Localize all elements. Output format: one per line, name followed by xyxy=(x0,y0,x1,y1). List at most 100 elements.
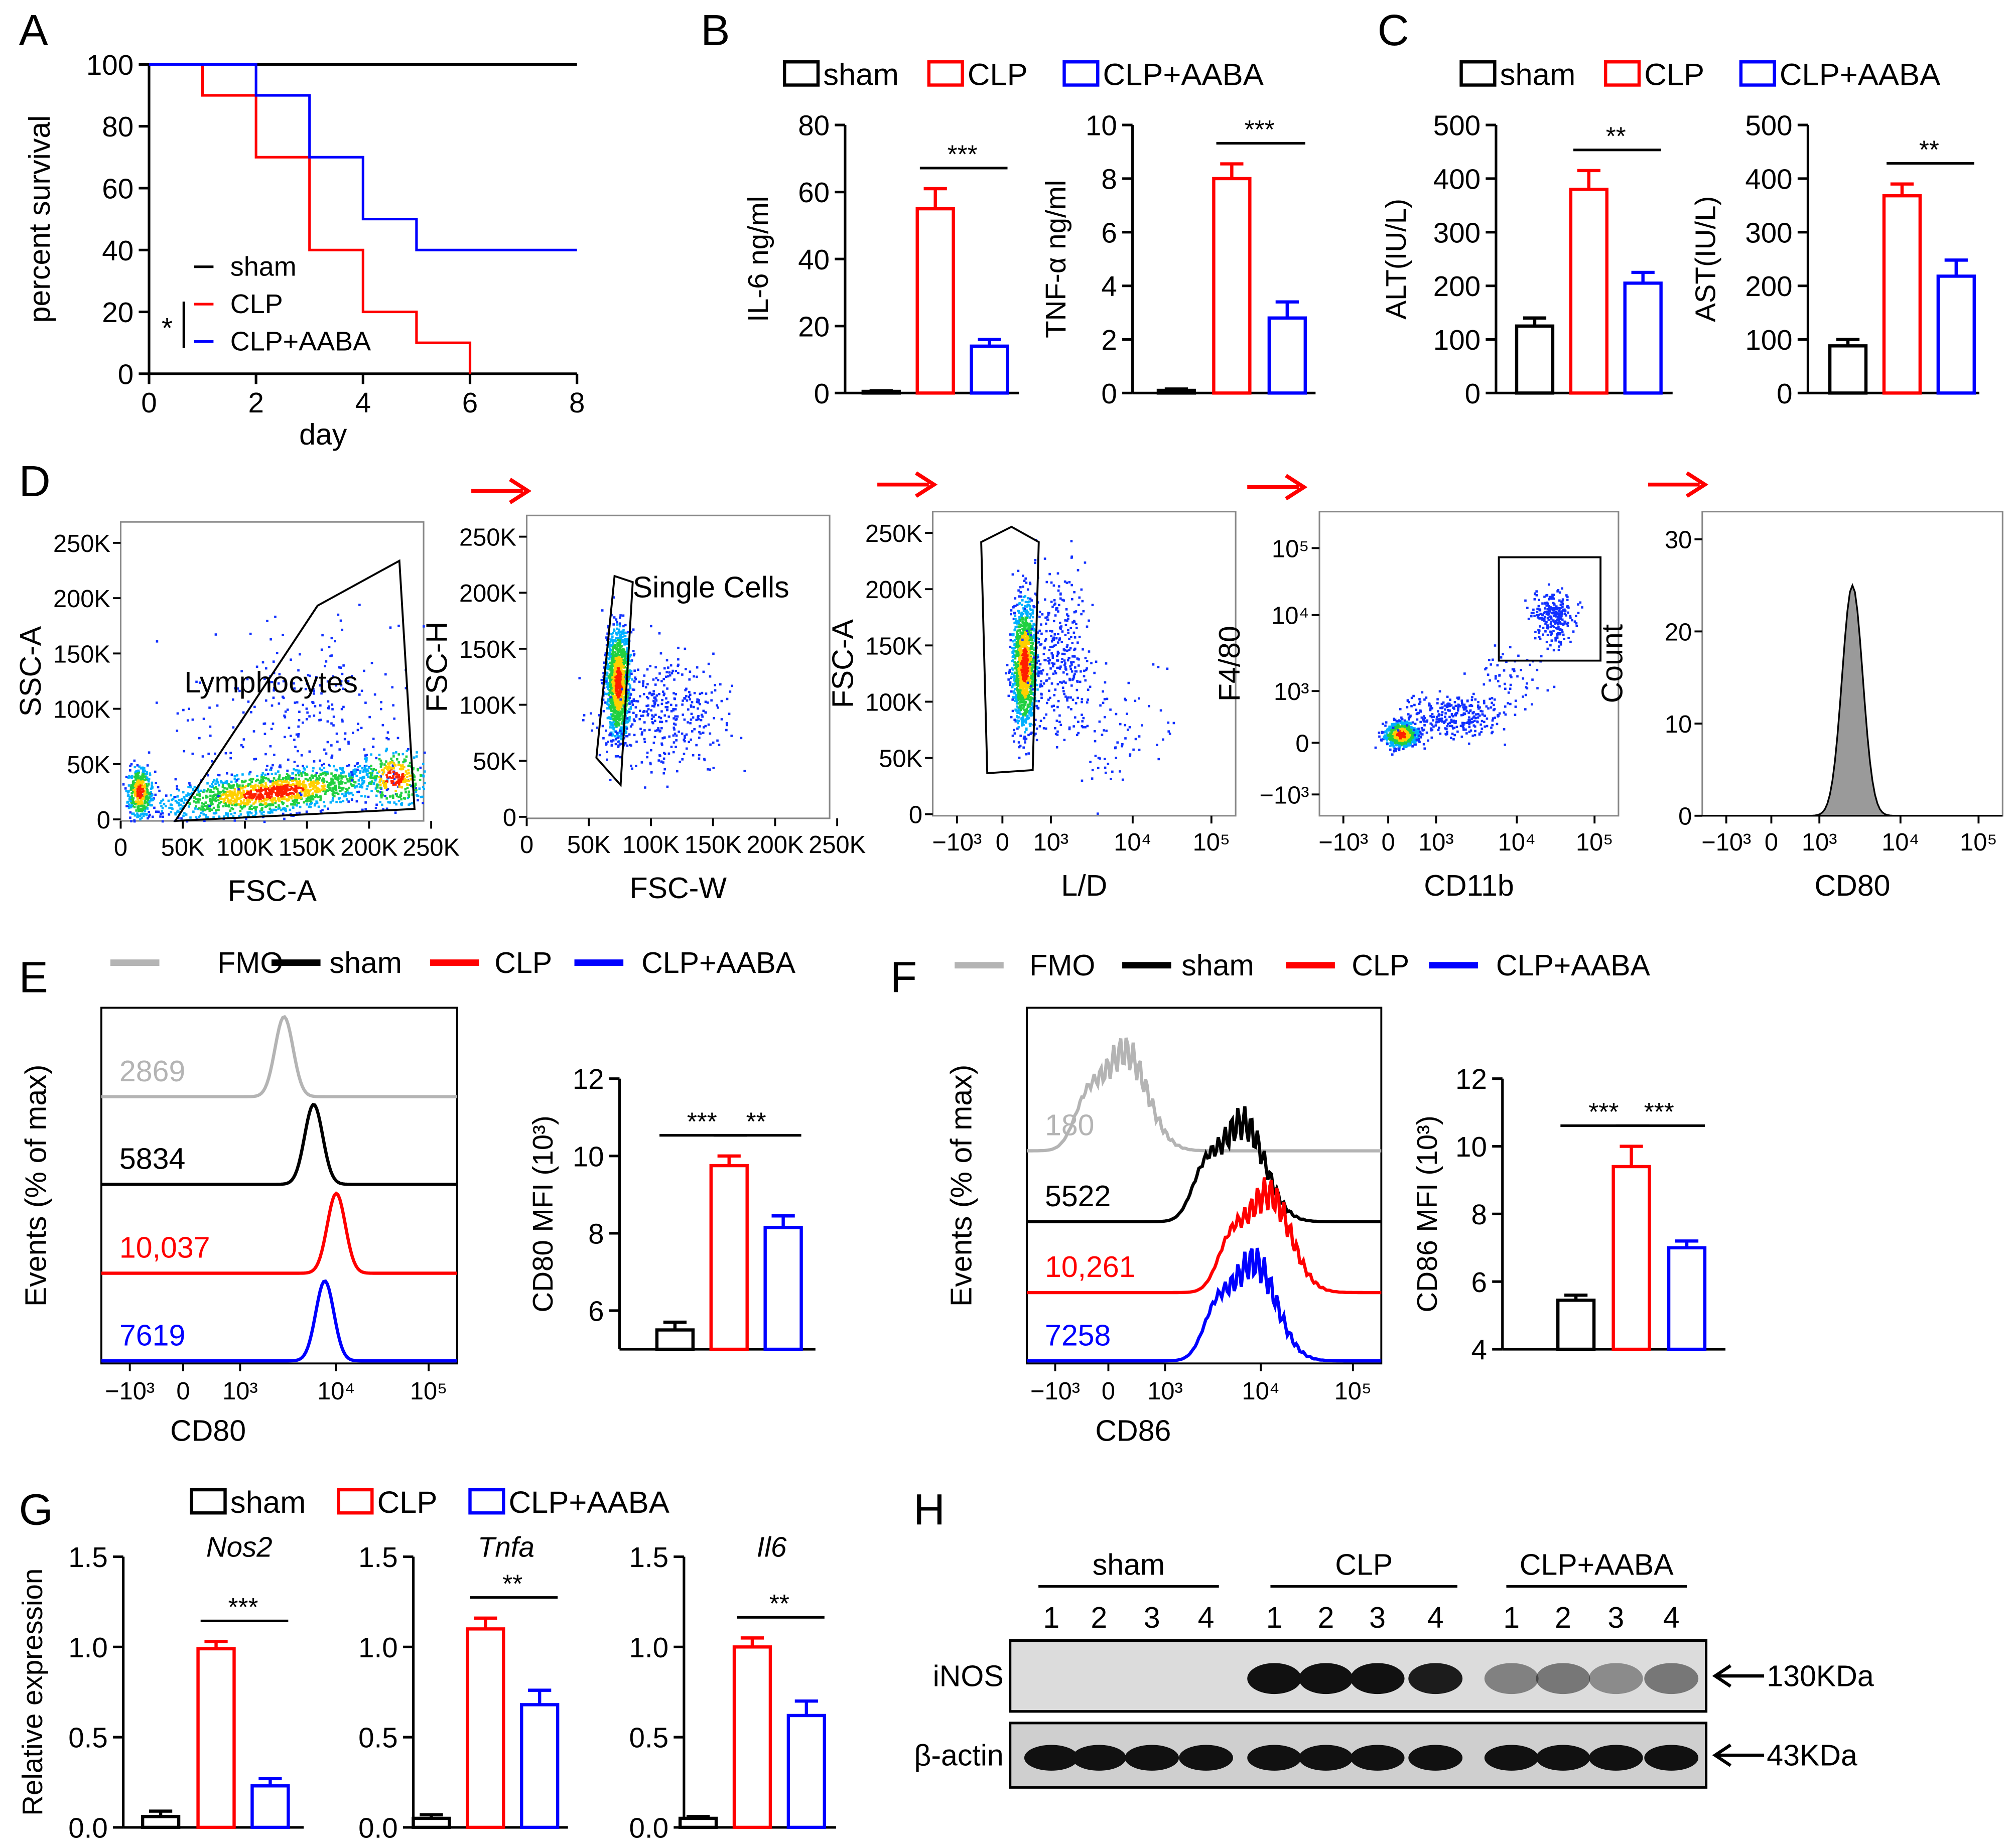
event-dot xyxy=(1027,675,1030,678)
event-dot xyxy=(209,797,211,800)
event-dot xyxy=(198,798,201,801)
event-dot xyxy=(621,719,624,722)
event-dot xyxy=(1024,636,1027,639)
event-dot xyxy=(233,793,236,796)
event-dot xyxy=(296,798,299,801)
event-dot xyxy=(133,806,136,809)
event-dot xyxy=(615,695,618,698)
event-dot xyxy=(349,778,351,781)
y-tick-label: 0 xyxy=(503,804,516,831)
event-dot xyxy=(306,794,309,797)
event-dot xyxy=(191,718,194,721)
event-dot xyxy=(620,717,623,720)
event-dot xyxy=(621,678,624,681)
event-dot xyxy=(622,631,625,634)
event-dot xyxy=(151,793,154,796)
y-tick-label: 100 xyxy=(1745,324,1792,356)
event-dot xyxy=(244,779,247,782)
event-dot xyxy=(299,792,301,795)
event-dot xyxy=(1007,678,1010,681)
event-dot xyxy=(319,810,322,812)
event-dot xyxy=(399,794,402,797)
event-dot xyxy=(293,788,296,791)
event-dot xyxy=(265,768,268,771)
event-dot xyxy=(136,812,139,815)
x-tick-label: 0 xyxy=(996,829,1009,856)
event-dot xyxy=(192,810,195,813)
event-dot xyxy=(202,803,205,806)
event-dot xyxy=(631,701,633,704)
event-dot xyxy=(149,772,152,775)
event-dot xyxy=(615,680,618,682)
event-dot xyxy=(283,792,285,795)
event-dot xyxy=(266,798,269,801)
event-dot xyxy=(1012,606,1015,609)
event-dot xyxy=(619,681,621,684)
event-dot xyxy=(372,782,375,785)
event-dot xyxy=(273,788,275,791)
event-dot xyxy=(617,672,619,675)
event-dot xyxy=(645,695,648,698)
event-dot xyxy=(608,667,611,670)
event-dot xyxy=(613,630,616,632)
event-dot xyxy=(611,658,613,661)
event-dot xyxy=(624,650,627,653)
event-dot xyxy=(387,801,390,804)
event-dot xyxy=(167,799,170,802)
event-dot xyxy=(268,789,272,791)
event-dot xyxy=(358,604,361,606)
x-tick-label: 100K xyxy=(216,834,274,861)
event-dot xyxy=(231,792,234,795)
event-dot xyxy=(617,665,620,667)
event-dot xyxy=(606,674,608,677)
event-dot xyxy=(338,786,340,789)
event-dot xyxy=(626,638,629,640)
event-dot xyxy=(242,738,245,741)
event-dot xyxy=(406,786,409,789)
event-dot xyxy=(714,689,717,692)
event-dot xyxy=(1037,641,1040,644)
event-dot xyxy=(698,699,700,701)
event-dot xyxy=(1018,612,1021,614)
event-dot xyxy=(408,790,411,793)
event-dot xyxy=(319,759,321,762)
event-dot xyxy=(199,814,201,817)
event-dot xyxy=(1022,596,1025,599)
y-tick-label: 1.5 xyxy=(358,1541,398,1573)
event-dot xyxy=(133,766,137,769)
event-dot xyxy=(422,786,425,788)
event-dot xyxy=(278,673,281,676)
event-dot xyxy=(375,776,377,779)
flow-plot-fsca: 0 50K 100K 150K 200K 250K050K100K150K200K250K… xyxy=(14,521,460,907)
event-dot xyxy=(662,757,665,760)
event-dot xyxy=(383,763,386,766)
event-dot xyxy=(725,724,728,727)
event-dot xyxy=(210,786,213,788)
event-dot xyxy=(618,656,621,659)
event-dot xyxy=(189,793,192,796)
event-dot xyxy=(224,796,227,799)
event-dot xyxy=(1038,629,1041,632)
event-dot xyxy=(246,789,248,792)
event-dot xyxy=(176,795,179,798)
event-dot xyxy=(607,675,610,678)
event-dot xyxy=(1010,609,1013,612)
event-dot xyxy=(624,671,627,674)
y-tick-label: 250K xyxy=(865,520,922,547)
event-dot xyxy=(315,793,318,796)
event-dot xyxy=(307,674,310,676)
event-dot xyxy=(615,692,618,695)
event-dot xyxy=(160,800,163,802)
event-dot xyxy=(193,786,196,788)
event-dot xyxy=(719,683,722,686)
event-dot xyxy=(610,683,612,686)
event-dot xyxy=(1010,613,1012,616)
event-dot xyxy=(629,693,632,696)
event-dot xyxy=(612,699,615,701)
event-dot xyxy=(617,746,620,748)
event-dot xyxy=(649,762,652,764)
event-dot xyxy=(406,772,409,775)
event-dot xyxy=(622,614,625,617)
event-dot xyxy=(625,640,628,643)
event-dot xyxy=(657,729,660,732)
